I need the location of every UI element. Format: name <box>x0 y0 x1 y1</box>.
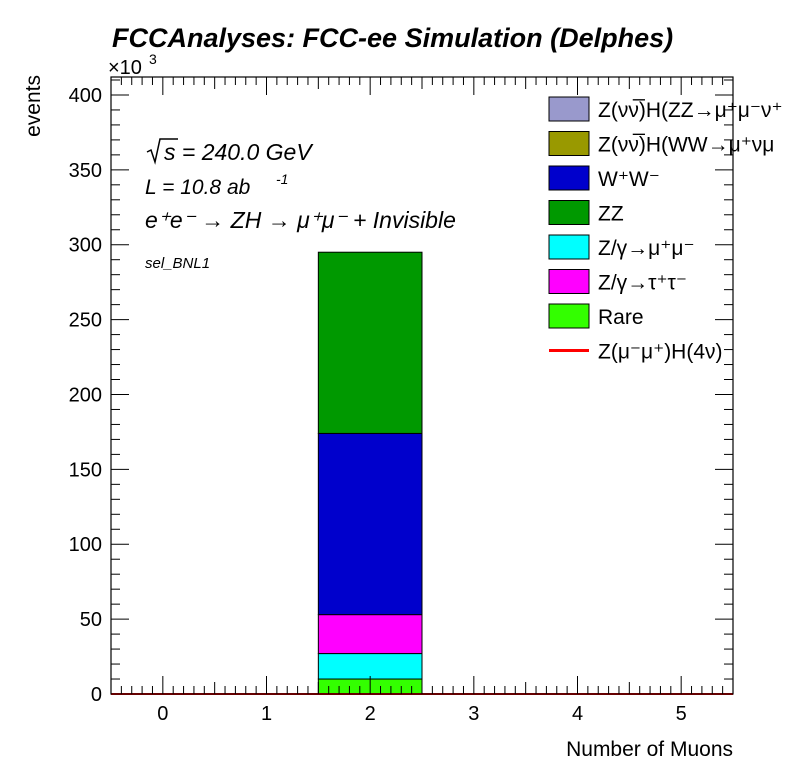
y-multiplier: ×10 3 <box>108 51 157 79</box>
legend: Z(νν̅)H(ZZ→μ⁺μ⁻ν⁺ Z(νν̅)H(WW→μ⁺νμ W⁺W⁻ ZZ Z/… <box>548 96 783 364</box>
bar-stack-group <box>317 251 423 695</box>
x-tick-label-1: 1 <box>261 703 272 725</box>
sqrt-s-label: s = 240.0 GeV <box>164 139 314 165</box>
y-multiplier-base: ×10 <box>108 57 142 79</box>
x-axis-label: Number of Muons <box>566 738 733 761</box>
lumi-exponent: -1 <box>276 171 288 187</box>
x-tick-label-5: 5 <box>676 703 687 725</box>
legend-label-0: Z(νν̅)H(ZZ→μ⁺μ⁻ν⁺ <box>598 99 783 122</box>
legend-swatch-4 <box>548 234 590 260</box>
legend-label-2: W⁺W⁻ <box>598 168 660 191</box>
y-tick-label-1: 50 <box>80 609 102 631</box>
legend-swatch-1 <box>548 131 590 156</box>
x-tick-label-2: 2 <box>365 703 376 725</box>
legend-label-4: Z/γ→μ⁺μ⁻ <box>598 237 695 260</box>
y-tick-label-0: 0 <box>91 684 102 706</box>
y-tick-label-2: 100 <box>69 534 102 556</box>
y-tick-label-3: 150 <box>69 459 102 481</box>
x-tick-label-3: 3 <box>468 703 479 725</box>
y-tick-label-7: 350 <box>69 160 102 182</box>
legend-label-6: Rare <box>598 306 644 329</box>
chart-title: FCCAnalyses: FCC-ee Simulation (Delphes) <box>112 23 673 53</box>
y-tick-label-5: 250 <box>69 310 102 332</box>
selection-label: sel_BNL1 <box>145 255 210 272</box>
annotation-block: s = 240.0 GeV L = 10.8 ab -1 e⁺e⁻ → ZH →… <box>145 138 456 272</box>
y-tick-label-8: 400 <box>69 85 102 107</box>
y-tick-label-6: 300 <box>69 235 102 257</box>
legend-label-3: ZZ <box>598 203 624 226</box>
process-label: e⁺e⁻ → ZH → μ⁺μ⁻ + Invisible <box>145 207 456 233</box>
y-multiplier-exponent: 3 <box>149 51 157 67</box>
bar-segment-2-4 <box>317 432 423 616</box>
legend-swatch-5 <box>548 269 590 294</box>
legend-label-7: Z(μ⁻μ⁺)H(4ν) <box>598 341 723 364</box>
bar-segment-2-2 <box>317 653 423 680</box>
bar-segment-2-5 <box>317 251 423 434</box>
y-tick-label-4: 200 <box>69 384 102 406</box>
y-axis-label: events <box>22 75 45 137</box>
x-tick-label-0: 0 <box>157 703 168 725</box>
legend-swatch-2 <box>548 165 590 191</box>
legend-swatch-3 <box>548 200 590 225</box>
legend-label-5: Z/γ→τ⁺τ⁻ <box>598 272 687 295</box>
bar-segment-2-3 <box>317 614 423 655</box>
sqrt-sign <box>146 138 178 165</box>
legend-label-1: Z(νν̅)H(WW→μ⁺νμ <box>598 134 774 157</box>
legend-swatch-0 <box>548 96 590 122</box>
legend-swatch-6 <box>548 303 590 329</box>
lumi-label: L = 10.8 ab <box>145 176 251 199</box>
x-tick-label-4: 4 <box>572 703 583 725</box>
